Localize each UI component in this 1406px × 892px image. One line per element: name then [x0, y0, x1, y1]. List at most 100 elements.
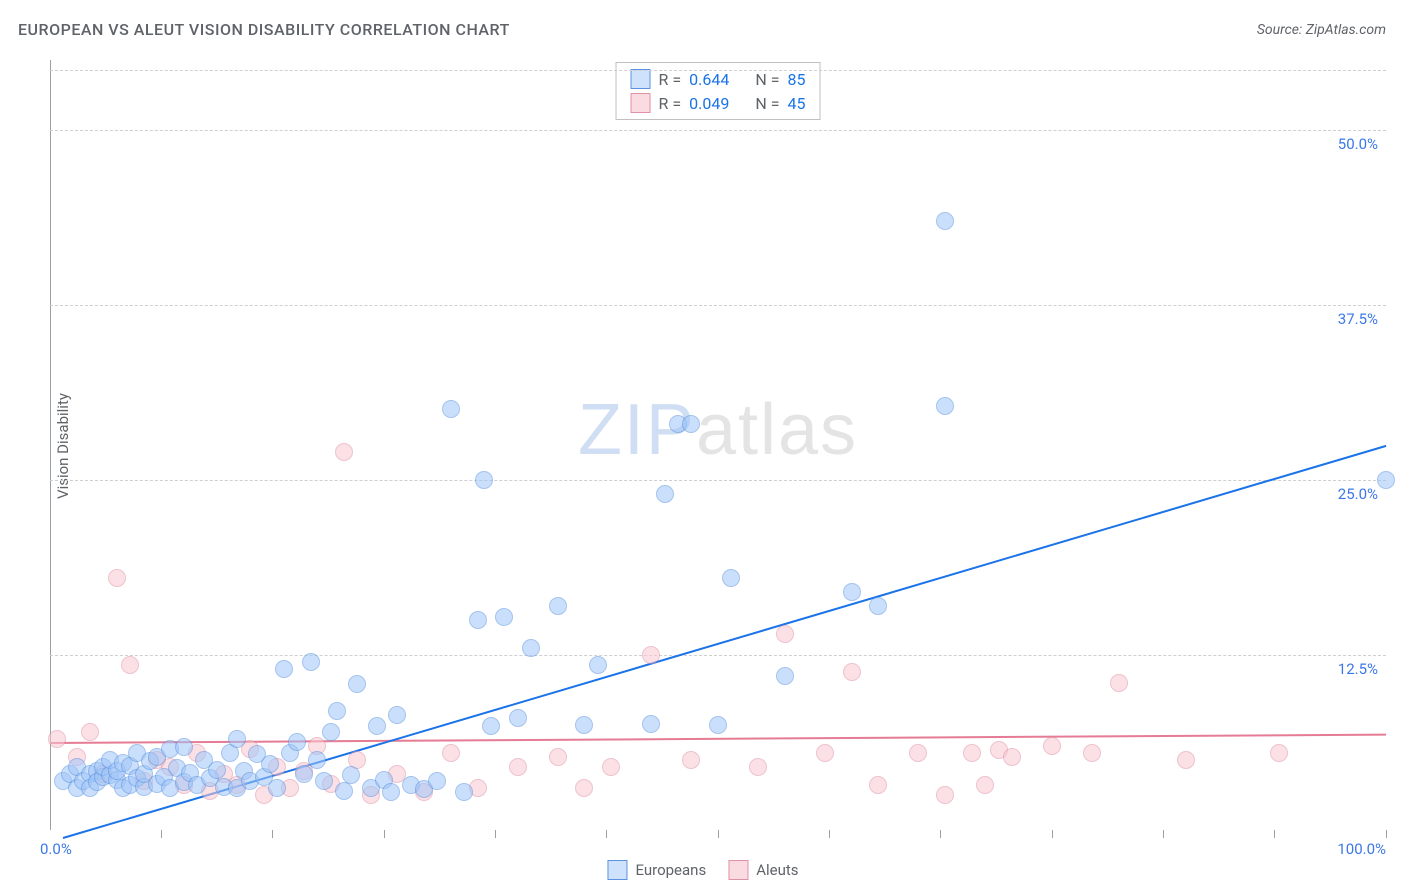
data-point-blue [308, 751, 326, 769]
data-point-blue [589, 656, 607, 674]
x-tick-mark [272, 830, 273, 838]
data-point-pink [936, 786, 954, 804]
data-point-blue [368, 717, 386, 735]
data-point-blue [936, 397, 954, 415]
data-point-pink [976, 776, 994, 794]
data-point-pink [121, 656, 139, 674]
data-point-blue [268, 779, 286, 797]
data-point-pink [602, 758, 620, 776]
n-label: N = [755, 70, 779, 89]
data-point-pink [843, 663, 861, 681]
data-point-blue [709, 716, 727, 734]
data-point-blue [328, 702, 346, 720]
data-point-pink [549, 748, 567, 766]
data-point-pink [642, 646, 660, 664]
data-point-pink [1177, 751, 1195, 769]
legend-swatch-blue [631, 69, 651, 89]
data-point-blue [549, 597, 567, 615]
data-point-pink [575, 779, 593, 797]
data-point-blue [335, 782, 353, 800]
data-point-pink [869, 776, 887, 794]
data-point-blue [495, 608, 513, 626]
data-point-pink [1110, 674, 1128, 692]
x-tick-mark [1386, 830, 1387, 838]
data-point-blue [428, 772, 446, 790]
series-legend-item: Europeans [607, 860, 706, 880]
correlation-legend-row: R = 0.049 N = 45 [617, 91, 820, 115]
x-tick-mark [1163, 830, 1164, 838]
data-point-blue [295, 765, 313, 783]
data-point-blue [936, 212, 954, 230]
y-tick-label: 50.0% [1338, 135, 1378, 153]
gridline [50, 305, 1386, 306]
data-point-pink [81, 723, 99, 741]
series-legend-label: Europeans [635, 861, 706, 879]
data-point-blue [469, 611, 487, 629]
data-point-blue [348, 675, 366, 693]
x-tick-mark [1274, 830, 1275, 838]
legend-swatch-pink [631, 93, 651, 113]
x-tick-mark [829, 830, 830, 838]
n-value: 85 [787, 70, 805, 89]
gridline [50, 655, 1386, 656]
r-label: R = [659, 94, 682, 113]
x-tick-mark [606, 830, 607, 838]
x-tick-mark [161, 830, 162, 838]
data-point-blue [288, 733, 306, 751]
legend-swatch-pink [728, 860, 748, 880]
data-point-blue [682, 415, 700, 433]
gridline [50, 130, 1386, 131]
x-tick-mark [940, 830, 941, 838]
data-point-pink [48, 730, 66, 748]
data-point-blue [1377, 471, 1395, 489]
data-point-blue [228, 730, 246, 748]
data-point-blue [442, 400, 460, 418]
data-point-blue [302, 653, 320, 671]
source-label: Source: [1257, 22, 1302, 38]
data-point-blue [322, 723, 340, 741]
y-tick-label: 12.5% [1338, 660, 1378, 678]
data-point-pink [442, 744, 460, 762]
data-point-pink [682, 751, 700, 769]
data-point-blue [455, 783, 473, 801]
r-value: 0.644 [689, 70, 729, 89]
data-point-pink [1043, 737, 1061, 755]
x-max-label: 100.0% [1337, 840, 1386, 858]
data-point-blue [642, 715, 660, 733]
data-point-blue [482, 717, 500, 735]
data-point-blue [776, 667, 794, 685]
data-point-blue [475, 471, 493, 489]
r-value: 0.049 [689, 94, 729, 113]
x-tick-mark [384, 830, 385, 838]
data-point-pink [1270, 744, 1288, 762]
gridline [50, 70, 1386, 71]
r-label: R = [659, 70, 682, 89]
data-point-pink [108, 569, 126, 587]
series-legend-item: Aleuts [728, 860, 798, 880]
x-min-label: 0.0% [40, 840, 72, 858]
n-label: N = [755, 94, 779, 113]
x-tick-mark [1052, 830, 1053, 838]
data-point-blue [275, 660, 293, 678]
y-tick-label: 37.5% [1338, 310, 1378, 328]
data-point-pink [509, 758, 527, 776]
series-legend: Europeans Aleuts [607, 860, 798, 880]
x-tick-mark [718, 830, 719, 838]
data-point-blue [522, 639, 540, 657]
watermark: ZIPatlas [578, 389, 858, 471]
data-point-pink [749, 758, 767, 776]
y-tick-label: 25.0% [1338, 485, 1378, 503]
data-point-pink [335, 443, 353, 461]
data-point-blue [382, 783, 400, 801]
data-point-pink [776, 625, 794, 643]
data-point-blue [843, 583, 861, 601]
x-tick-mark [495, 830, 496, 838]
series-legend-label: Aleuts [756, 861, 798, 879]
data-point-blue [208, 761, 226, 779]
data-point-pink [963, 744, 981, 762]
data-point-pink [1003, 748, 1021, 766]
chart-title: EUROPEAN VS ALEUT VISION DISABILITY CORR… [18, 20, 510, 39]
y-axis-line [50, 60, 51, 830]
data-point-blue [656, 485, 674, 503]
data-point-blue [261, 755, 279, 773]
